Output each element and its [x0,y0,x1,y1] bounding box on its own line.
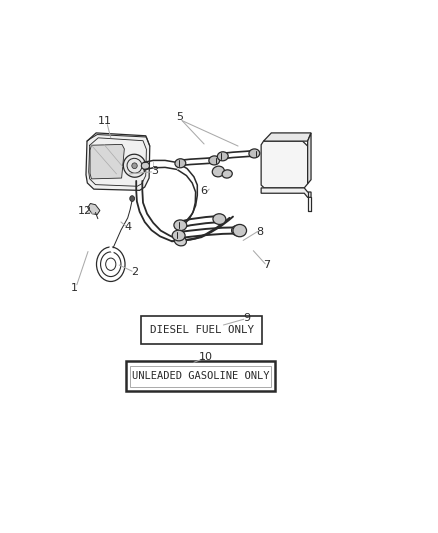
Ellipse shape [174,220,187,231]
Text: DIESEL FUEL ONLY: DIESEL FUEL ONLY [149,325,254,335]
Ellipse shape [172,230,185,241]
Ellipse shape [124,154,146,177]
Text: 3: 3 [152,166,159,176]
Ellipse shape [217,152,228,161]
Polygon shape [90,144,124,179]
Polygon shape [86,133,150,190]
Ellipse shape [175,159,186,168]
Text: 7: 7 [263,260,271,270]
Ellipse shape [233,224,247,237]
Text: 4: 4 [124,222,131,232]
Text: 10: 10 [199,352,213,362]
Ellipse shape [232,225,244,236]
Polygon shape [264,133,311,141]
Ellipse shape [209,156,220,165]
Polygon shape [307,133,311,184]
Polygon shape [261,188,311,197]
Ellipse shape [222,170,232,178]
Text: 9: 9 [243,312,250,322]
Text: 5: 5 [176,112,183,122]
Text: 6: 6 [201,186,208,196]
Text: 11: 11 [98,116,112,126]
Ellipse shape [249,149,260,158]
Ellipse shape [174,236,187,246]
Ellipse shape [130,196,134,201]
Ellipse shape [132,163,137,168]
Text: 2: 2 [131,268,138,278]
Text: 12: 12 [78,206,92,216]
Text: 1: 1 [71,282,78,293]
Ellipse shape [213,214,226,224]
Text: UNLEADED GASOLINE ONLY: UNLEADED GASOLINE ONLY [132,371,269,381]
Polygon shape [88,204,100,215]
Polygon shape [261,141,307,188]
Ellipse shape [141,162,149,169]
Ellipse shape [212,166,224,177]
Text: 8: 8 [257,227,264,237]
